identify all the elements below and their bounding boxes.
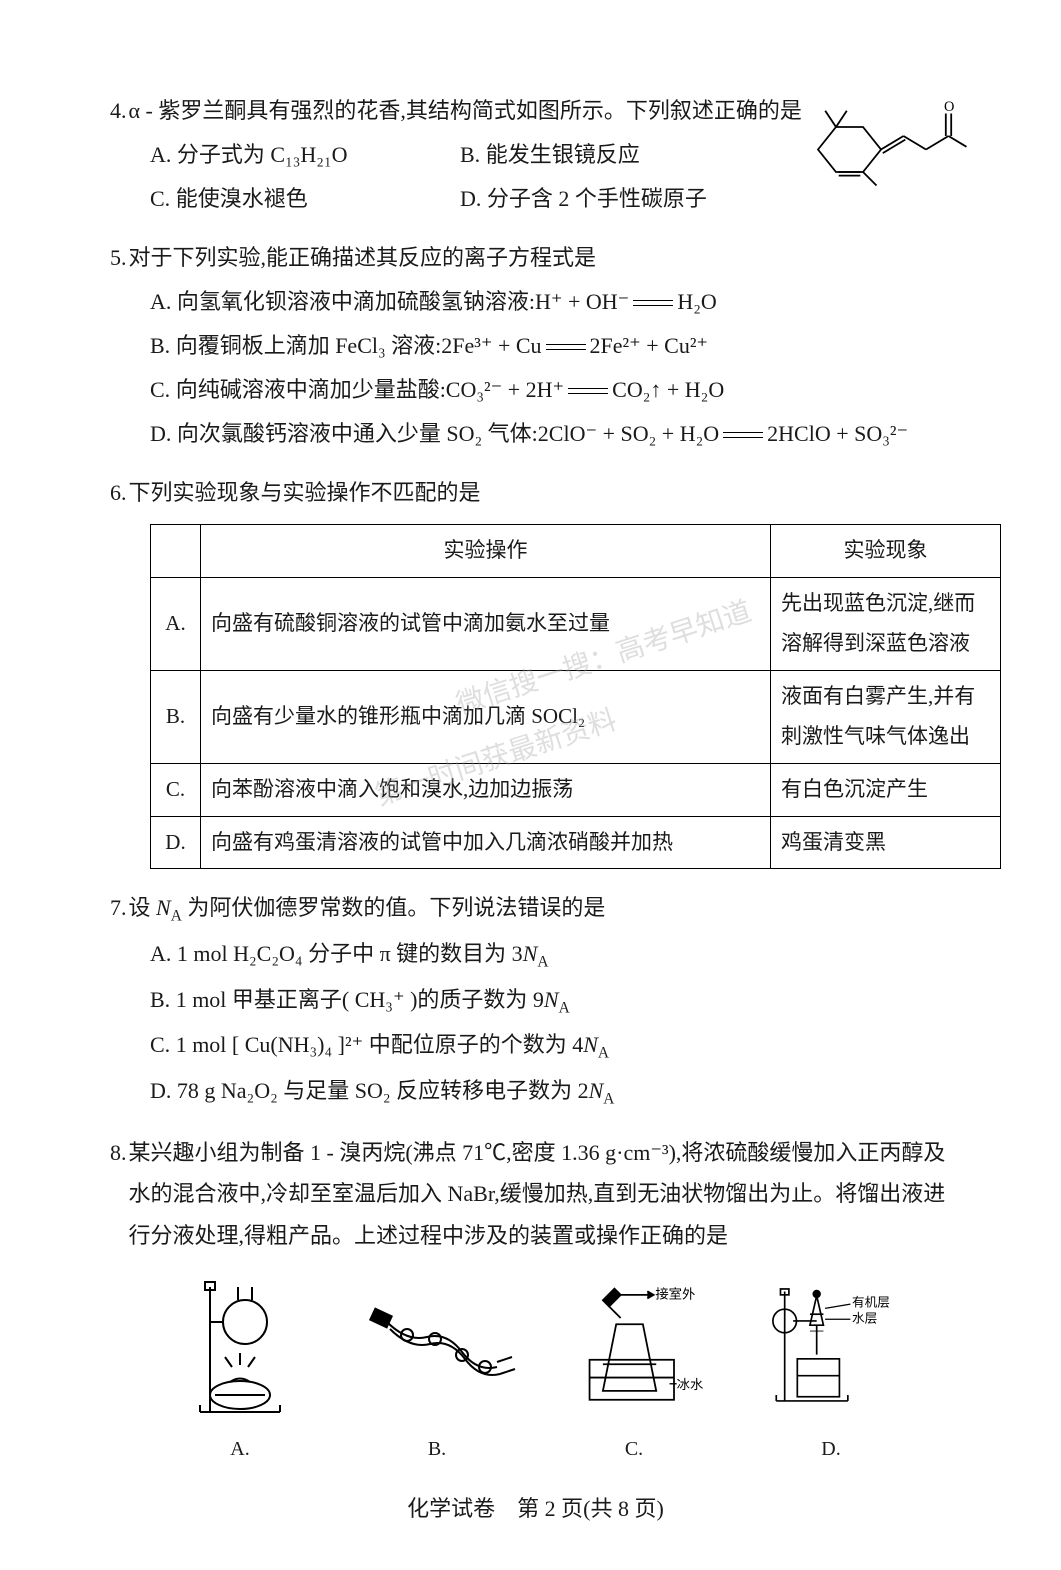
q5-C-pre: 向纯碱溶液中滴加少量盐酸:CO₃²⁻ + 2H⁺	[176, 377, 564, 402]
q4-A: 分子式为 C₁₃H₂₁O	[177, 142, 348, 167]
question-4: 4. α - 紫罗兰酮具有强烈的花香,其结构简式如图所示。下列叙述正确的是 A.…	[110, 90, 961, 219]
row-key: D.	[151, 816, 201, 869]
row-ph: 液面有白雾产生,并有刺激性气味气体逸出	[771, 670, 1001, 763]
q5-D-pre: 向次氯酸钙溶液中通入少量 SO₂ 气体:2ClO⁻ + SO₂ + H₂O	[177, 421, 719, 446]
table-row: D. 向盛有鸡蛋清溶液的试管中加入几滴浓硝酸并加热 鸡蛋清变黑	[151, 816, 1001, 869]
molecule-structure: O	[791, 100, 971, 200]
row-key: B.	[151, 670, 201, 763]
question-5: 5. 对于下列实验,能正确描述其反应的离子方程式是 A. 向氢氧化钡溶液中滴加硫…	[110, 237, 961, 454]
q7-B: 1 mol 甲基正离子( CH₃⁺ )的质子数为 9NA	[176, 987, 570, 1012]
page-footer: 化学试卷 第 2 页(共 8 页)	[110, 1488, 961, 1530]
row-key: A.	[151, 578, 201, 671]
q5-stem: 对于下列实验,能正确描述其反应的离子方程式是	[129, 237, 962, 279]
q7-D: 78 g Na₂O₂ 与足量 SO₂ 反应转移电子数为 2NA	[177, 1078, 615, 1103]
equals-icon	[633, 299, 673, 309]
row-ph: 鸡蛋清变黑	[771, 816, 1001, 869]
q6-number: 6.	[110, 472, 127, 514]
table-header-blank	[151, 525, 201, 578]
q5-C-label: C.	[150, 377, 170, 402]
apparatus-C: 接室外 冰水 C.	[544, 1267, 724, 1468]
q7-B-label: B.	[150, 987, 170, 1012]
q5-C-post: CO₂↑ + H₂O	[612, 377, 724, 402]
equals-icon	[546, 343, 586, 353]
row-op: 向盛有硫酸铜溶液的试管中滴加氨水至过量	[201, 578, 771, 671]
q5-B-pre: 向覆铜板上滴加 FeCl₃ 溶液:2Fe³⁺ + Cu	[176, 333, 542, 358]
q4-C: 能使溴水褪色	[176, 186, 308, 211]
question-7: 7. 设 NA 为阿伏伽德罗常数的值。下列说法错误的是 A. 1 mol H₂C…	[110, 887, 961, 1113]
q4-A-label: A.	[150, 142, 171, 167]
annot-water: 水层	[852, 1312, 877, 1326]
q4-D-label: D.	[460, 186, 481, 211]
apparatus-B-label: B.	[347, 1430, 527, 1468]
q4-B-label: B.	[460, 142, 480, 167]
apparatus-B: B.	[347, 1267, 527, 1468]
row-op: 向苯酚溶液中滴入饱和溴水,边加边振荡	[201, 763, 771, 816]
annot-outside: 接室外	[655, 1286, 695, 1302]
q8-number: 8.	[110, 1132, 127, 1257]
question-8: 8. 某兴趣小组为制备 1 - 溴丙烷(沸点 71℃,密度 1.36 g·cm⁻…	[110, 1132, 961, 1468]
q5-B-post: 2Fe²⁺ + Cu²⁺	[590, 333, 709, 358]
experiment-table: 实验操作 实验现象 A. 向盛有硫酸铜溶液的试管中滴加氨水至过量 先出现蓝色沉淀…	[150, 524, 1001, 869]
equals-icon	[568, 387, 608, 397]
table-row: A. 向盛有硫酸铜溶液的试管中滴加氨水至过量 先出现蓝色沉淀,继而溶解得到深蓝色…	[151, 578, 1001, 671]
q5-A-pre: 向氢氧化钡溶液中滴加硫酸氢钠溶液:H⁺ + OH⁻	[177, 289, 629, 314]
page: 4. α - 紫罗兰酮具有强烈的花香,其结构简式如图所示。下列叙述正确的是 A.…	[0, 0, 1061, 1570]
q5-A-post: H₂O	[677, 289, 716, 314]
q7-C-label: C.	[150, 1032, 170, 1057]
row-op: 向盛有少量水的锥形瓶中滴加几滴 SOCl₂	[201, 670, 771, 763]
q7-stem: 设 NA 为阿伏伽德罗常数的值。下列说法错误的是	[129, 887, 962, 931]
q7-A: 1 mol H₂C₂O₄ 分子中 π 键的数目为 3NA	[177, 941, 549, 966]
equals-icon	[723, 431, 763, 441]
apparatus-row: A. B.	[110, 1257, 961, 1468]
q5-number: 5.	[110, 237, 127, 279]
q4-C-label: C.	[150, 186, 170, 211]
apparatus-D: 有机层 水层 D.	[741, 1267, 921, 1468]
apparatus-D-label: D.	[741, 1430, 921, 1468]
table-row: B. 向盛有少量水的锥形瓶中滴加几滴 SOCl₂ 液面有白雾产生,并有刺激性气味…	[151, 670, 1001, 763]
q6-stem: 下列实验现象与实验操作不匹配的是	[129, 472, 962, 514]
q5-D-post: 2HClO + SO₃²⁻	[767, 421, 908, 446]
molecule-O-label: O	[944, 100, 954, 115]
table-row: C. 向苯酚溶液中滴入饱和溴水,边加边振荡 有白色沉淀产生	[151, 763, 1001, 816]
row-op: 向盛有鸡蛋清溶液的试管中加入几滴浓硝酸并加热	[201, 816, 771, 869]
annot-icewater: 冰水	[677, 1377, 704, 1392]
row-ph: 有白色沉淀产生	[771, 763, 1001, 816]
q5-A-label: A.	[150, 289, 171, 314]
table-header-op: 实验操作	[201, 525, 771, 578]
q7-C: 1 mol [ Cu(NH₃)₄ ]²⁺ 中配位原子的个数为 4NA	[176, 1032, 609, 1057]
row-key: C.	[151, 763, 201, 816]
apparatus-C-label: C.	[544, 1430, 724, 1468]
apparatus-A-label: A.	[150, 1430, 330, 1468]
annot-organic: 有机层	[852, 1296, 890, 1310]
table-header-ph: 实验现象	[771, 525, 1001, 578]
q4-D: 分子含 2 个手性碳原子	[487, 186, 707, 211]
q7-number: 7.	[110, 887, 127, 931]
question-6: 6. 下列实验现象与实验操作不匹配的是 实验操作 实验现象 A. 向盛有硫酸铜溶…	[110, 472, 961, 869]
q7-A-label: A.	[150, 941, 171, 966]
apparatus-A: A.	[150, 1267, 330, 1468]
q7-D-label: D.	[150, 1078, 171, 1103]
q4-B: 能发生银镜反应	[486, 142, 640, 167]
table-header-row: 实验操作 实验现象	[151, 525, 1001, 578]
q4-number: 4.	[110, 90, 127, 132]
q5-D-label: D.	[150, 421, 171, 446]
q8-stem: 某兴趣小组为制备 1 - 溴丙烷(沸点 71℃,密度 1.36 g·cm⁻³),…	[129, 1132, 962, 1257]
q5-B-label: B.	[150, 333, 170, 358]
row-ph: 先出现蓝色沉淀,继而溶解得到深蓝色溶液	[771, 578, 1001, 671]
